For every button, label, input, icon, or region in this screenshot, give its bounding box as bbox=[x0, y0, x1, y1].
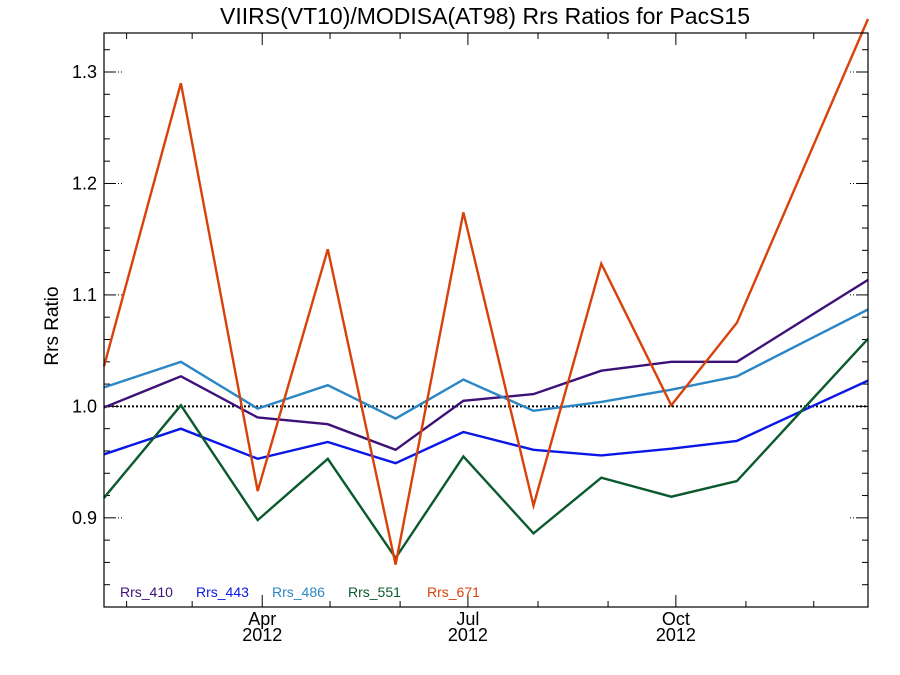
chart-title: VIIRS(VT10)/MODISA(AT98) Rrs Ratios for … bbox=[220, 3, 750, 29]
y-axis-label: Rrs Ratio bbox=[42, 286, 63, 365]
series-line-rrs-671 bbox=[102, 18, 870, 565]
tick-marks bbox=[104, 33, 868, 608]
series-layer bbox=[102, 18, 870, 565]
series-line-rrs-551 bbox=[103, 337, 869, 561]
plot-frame bbox=[103, 32, 869, 608]
y-tick-label: 1.0 bbox=[72, 396, 97, 416]
series-line-rrs-443 bbox=[103, 379, 869, 465]
legend-entry-rrs-443: Rrs_443 bbox=[196, 584, 249, 600]
legend: Rrs_410 Rrs_443 Rrs_486 Rrs_551 Rrs_671 bbox=[120, 584, 480, 600]
x-tick-sublabel: 2012 bbox=[242, 625, 282, 645]
legend-entry-rrs-486: Rrs_486 bbox=[272, 584, 325, 600]
x-tick-label: Apr bbox=[248, 609, 276, 629]
x-tick-sublabel: 2012 bbox=[448, 625, 488, 645]
y-tick-label: 0.9 bbox=[72, 508, 97, 528]
series-line-rrs-486 bbox=[103, 308, 869, 420]
y-tick-label: 1.1 bbox=[72, 285, 97, 305]
x-tick-label: Jul bbox=[456, 609, 479, 629]
legend-entry-rrs-410: Rrs_410 bbox=[120, 584, 173, 600]
y-tick-labels: 0.9 1.0 1.1 1.2 1.3 bbox=[72, 62, 97, 528]
x-tick-sublabel: 2012 bbox=[656, 625, 696, 645]
series-line-rrs-410 bbox=[103, 278, 869, 452]
x-tick-label: Oct bbox=[662, 609, 690, 629]
y-tick-label: 1.2 bbox=[72, 173, 97, 193]
legend-entry-rrs-551: Rrs_551 bbox=[348, 584, 401, 600]
y-tick-label: 1.3 bbox=[72, 62, 97, 82]
legend-entry-rrs-671: Rrs_671 bbox=[427, 584, 480, 600]
